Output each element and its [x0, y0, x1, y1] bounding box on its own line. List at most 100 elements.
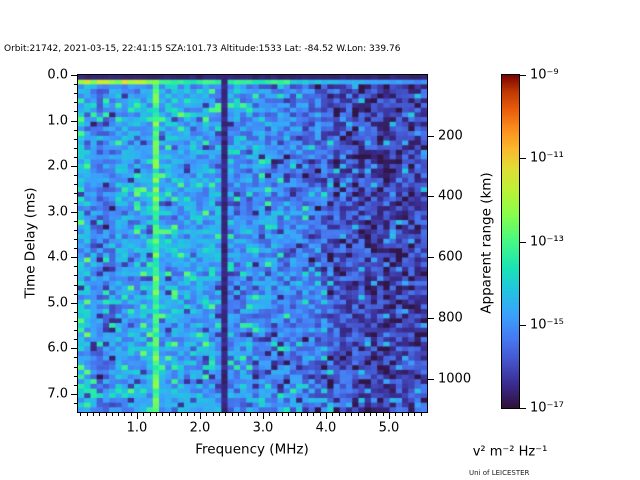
- y-minor-tick: [74, 175, 77, 177]
- y2-tick-label: 400: [438, 188, 463, 204]
- x-minor-tick: [376, 413, 378, 416]
- colorbar-tick-label: 10⁻⁹: [530, 67, 559, 83]
- y2-major-tick: [428, 196, 434, 198]
- x-tick-label: 4.0: [315, 420, 337, 436]
- x-minor-tick: [162, 413, 164, 416]
- x-major-tick: [200, 413, 201, 419]
- x-minor-tick: [155, 413, 157, 416]
- x-minor-tick: [250, 413, 252, 416]
- y-tick-label: 6.0: [47, 340, 68, 356]
- y-minor-tick: [74, 193, 77, 195]
- x-minor-tick: [174, 413, 176, 416]
- y-major-tick: [71, 348, 77, 350]
- x-minor-tick: [420, 413, 422, 416]
- chart-title: Orbit:21742, 2021-03-15, 22:41:15 SZA:10…: [4, 44, 401, 54]
- y-minor-tick: [74, 330, 77, 332]
- y-major-tick: [71, 166, 77, 168]
- x-minor-tick: [92, 413, 94, 416]
- x-major-tick: [326, 413, 327, 419]
- y2-tick-label: 200: [438, 128, 463, 144]
- y2-major-tick: [428, 317, 434, 319]
- y-minor-tick: [74, 238, 77, 240]
- x-minor-tick: [357, 413, 359, 416]
- x-minor-tick: [332, 413, 334, 416]
- x-minor-tick: [143, 413, 145, 416]
- y-major-tick: [71, 393, 77, 395]
- x-minor-tick: [231, 413, 233, 416]
- x-tick-label: 5.0: [378, 420, 400, 436]
- y-minor-tick: [74, 384, 77, 386]
- y-minor-tick: [74, 339, 77, 341]
- x-minor-tick: [382, 413, 384, 416]
- x-minor-tick: [118, 413, 120, 416]
- x-minor-tick: [237, 413, 239, 416]
- y-tick-label: 3.0: [47, 204, 68, 220]
- y2-tick-label: 1000: [438, 371, 472, 387]
- x-minor-tick: [105, 413, 107, 416]
- x-minor-tick: [187, 413, 189, 416]
- x-minor-tick: [281, 413, 283, 416]
- x-minor-tick: [414, 413, 416, 416]
- x-minor-tick: [363, 413, 365, 416]
- y-minor-tick: [74, 266, 77, 268]
- y-minor-tick: [74, 147, 77, 149]
- y-minor-tick: [74, 293, 77, 295]
- y-minor-tick: [74, 129, 77, 131]
- x-minor-tick: [225, 413, 227, 416]
- x-minor-tick: [313, 413, 315, 416]
- y-minor-tick: [74, 93, 77, 95]
- x-tick-label: 1.0: [126, 420, 148, 436]
- x-minor-tick: [407, 413, 409, 416]
- x-minor-tick: [149, 413, 151, 416]
- colorbar-tick: [520, 408, 526, 409]
- y-tick-label: 7.0: [47, 386, 68, 402]
- x-minor-tick: [86, 413, 88, 416]
- y-minor-tick: [74, 229, 77, 231]
- x-minor-tick: [212, 413, 214, 416]
- y-tick-label: 5.0: [47, 295, 68, 311]
- x-axis-label: Frequency (MHz): [195, 441, 309, 458]
- spectrogram-heatmap: [77, 74, 428, 413]
- y2-tick-label: 600: [438, 249, 463, 265]
- y-minor-tick: [74, 184, 77, 186]
- y2-major-tick: [428, 135, 434, 137]
- colorbar-tick: [520, 158, 526, 160]
- y-tick-label: 2.0: [47, 158, 68, 174]
- x-minor-tick: [130, 413, 132, 416]
- x-minor-tick: [288, 413, 290, 416]
- x-major-tick: [389, 413, 390, 419]
- y2-tick-label: 800: [438, 310, 463, 326]
- y-minor-tick: [74, 284, 77, 286]
- x-minor-tick: [351, 413, 353, 416]
- y2-major-tick: [428, 378, 434, 380]
- y-minor-tick: [74, 220, 77, 222]
- x-minor-tick: [338, 413, 340, 416]
- y-minor-tick: [74, 311, 77, 313]
- colorbar-tick: [520, 241, 526, 243]
- y-major-tick: [71, 75, 77, 76]
- x-minor-tick: [80, 413, 82, 416]
- x-minor-tick: [294, 413, 296, 416]
- y2-axis-label: Apparent range (km): [478, 172, 495, 314]
- x-minor-tick: [319, 413, 321, 416]
- x-minor-tick: [370, 413, 372, 416]
- y-minor-tick: [74, 202, 77, 204]
- x-minor-tick: [344, 413, 346, 416]
- x-minor-tick: [275, 413, 277, 416]
- y-minor-tick: [74, 138, 77, 140]
- x-minor-tick: [307, 413, 309, 416]
- colorbar-tick-label: 10⁻¹³: [530, 234, 564, 249]
- colorbar: [501, 74, 520, 409]
- x-minor-tick: [181, 413, 183, 416]
- x-minor-tick: [244, 413, 246, 416]
- colorbar-tick: [520, 324, 526, 326]
- y-axis-label: Time Delay (ms): [22, 187, 39, 299]
- x-major-tick: [137, 413, 138, 419]
- x-major-tick: [263, 413, 264, 419]
- x-minor-tick: [395, 413, 397, 416]
- x-tick-label: 3.0: [252, 420, 274, 436]
- y-minor-tick: [74, 156, 77, 158]
- y-major-tick: [71, 120, 77, 122]
- y-major-tick: [71, 257, 77, 259]
- x-minor-tick: [206, 413, 208, 416]
